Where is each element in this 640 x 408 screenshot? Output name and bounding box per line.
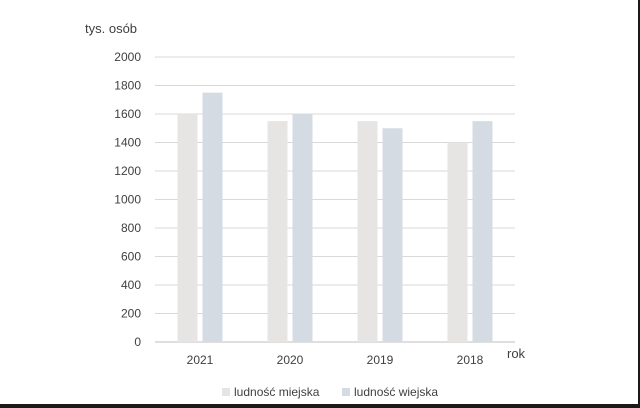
- x-tick-label: 2021: [187, 353, 214, 367]
- y-tick-label: 1600: [114, 107, 141, 121]
- x-tick-label: 2019: [367, 353, 394, 367]
- legend: ludność miejska ludność wiejska: [222, 385, 438, 399]
- y-tick-label: 1400: [114, 136, 141, 150]
- y-tick-label: 400: [121, 278, 141, 292]
- y-tick-label: 1800: [114, 79, 141, 93]
- y-axis-title: tys. osób: [85, 21, 137, 36]
- y-tick-label: 200: [121, 307, 141, 321]
- legend-label: ludność miejska: [234, 385, 320, 399]
- y-axis-ticks: 0 200 400 600 800 1000 1200 1400 1600 1800 2000: [114, 50, 141, 349]
- bar-wiejska-2019: [382, 128, 403, 342]
- legend-swatch: [342, 388, 350, 396]
- x-tick-label: 2020: [277, 353, 304, 367]
- bar-wiejska-2021: [202, 92, 223, 342]
- y-tick-label: 1000: [114, 193, 141, 207]
- y-tick-label: 0: [134, 335, 141, 349]
- bar-wiejska-2020: [292, 114, 313, 342]
- x-axis-ticks: 2021 2020 2019 2018: [187, 353, 484, 367]
- y-tick-label: 1200: [114, 164, 141, 178]
- bar-miejska-2018: [447, 142, 468, 342]
- bars: [177, 92, 493, 342]
- x-tick-label: 2018: [457, 353, 484, 367]
- y-tick-label: 800: [121, 221, 141, 235]
- y-tick-label: 2000: [114, 50, 141, 64]
- bar-miejska-2019: [357, 121, 378, 342]
- bar-miejska-2021: [177, 114, 198, 342]
- y-tick-label: 600: [121, 250, 141, 264]
- bar-wiejska-2018: [472, 121, 493, 342]
- legend-label: ludność wiejska: [354, 385, 438, 399]
- x-axis-title: rok: [507, 346, 526, 361]
- bar-miejska-2020: [267, 121, 288, 342]
- legend-swatch: [222, 388, 230, 396]
